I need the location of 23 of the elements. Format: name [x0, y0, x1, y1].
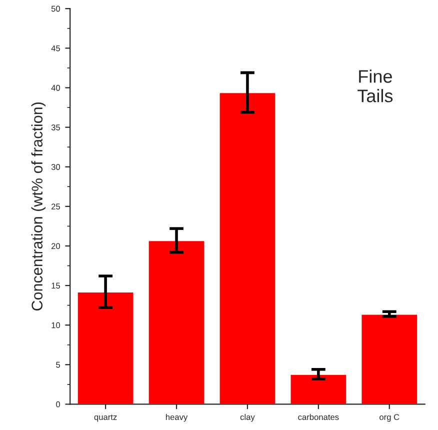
x-tick-label: heavy [166, 414, 188, 422]
x-tick-label: org C [380, 414, 400, 422]
x-tick-label: quartz [94, 414, 117, 422]
bar [76, 291, 135, 404]
x-tick-label: carbonates [298, 414, 339, 420]
y-tick-label: 50 [51, 6, 60, 12]
x-tick-label: clay [240, 414, 255, 422]
bar [289, 373, 348, 404]
y-tick-label: 40 [51, 84, 60, 91]
y-tick-label: 45 [51, 45, 60, 52]
y-tick-label: 35 [51, 124, 60, 130]
y-tick-label: 5 [56, 362, 60, 368]
y-tick-label: 30 [51, 164, 60, 170]
bar [147, 240, 206, 404]
y-tick-label: 25 [52, 204, 60, 210]
y-tick-label: 0 [56, 401, 60, 408]
annotation: Fine Tails [358, 70, 393, 102]
y-tick-label: 10 [52, 322, 60, 328]
y-tick-label: 15 [52, 282, 60, 289]
y-tick-label: 20 [52, 243, 60, 250]
y-axis-title: Concentration (wt% of fraction) [31, 102, 46, 310]
bar [218, 92, 277, 404]
bar [360, 313, 418, 404]
